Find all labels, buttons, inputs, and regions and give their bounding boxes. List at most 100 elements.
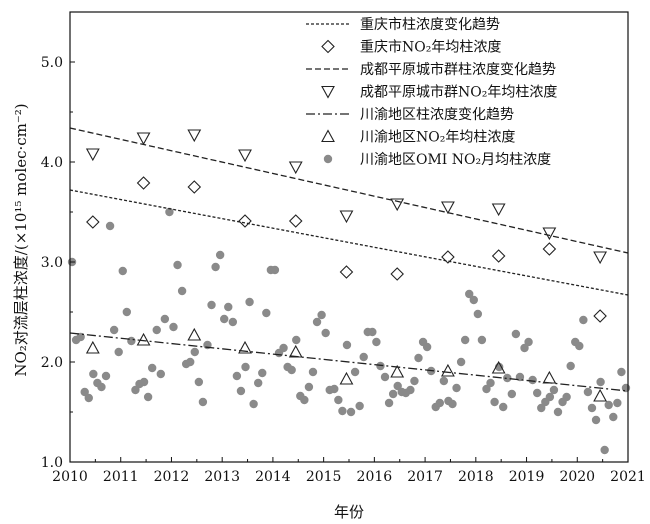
monthly-point	[350, 367, 360, 377]
monthly-point	[317, 310, 326, 320]
monthly-point	[236, 386, 246, 396]
annual-marker-5	[491, 360, 506, 374]
monthly-point	[380, 372, 390, 382]
monthly-point	[321, 328, 330, 338]
monthly-point	[448, 399, 457, 409]
x-tick-label: 2020	[559, 469, 595, 485]
monthly-point	[228, 317, 238, 327]
annual-marker-1	[542, 242, 557, 256]
monthly-point	[456, 357, 466, 367]
monthly-point	[617, 367, 626, 377]
monthly-point	[287, 365, 296, 375]
monthly-point	[435, 398, 445, 408]
monthly-point	[89, 369, 98, 379]
monthly-point	[300, 395, 309, 405]
x-tick-label: 2015	[306, 469, 342, 485]
monthly-point	[355, 401, 364, 411]
monthly-point	[165, 207, 174, 217]
x-tick-label: 2010	[52, 469, 88, 485]
monthly-point	[338, 406, 347, 416]
annual-marker-5	[339, 371, 354, 385]
monthly-point	[600, 445, 609, 455]
annual-marker-5	[85, 340, 100, 354]
monthly-point	[270, 265, 280, 275]
annual-marker-1	[86, 215, 100, 229]
monthly-point	[596, 377, 605, 387]
monthly-point	[388, 389, 398, 399]
monthly-point	[279, 343, 288, 353]
monthly-point	[393, 381, 402, 391]
monthly-point	[486, 378, 495, 388]
y-tick-label: 2.0	[41, 355, 63, 371]
monthly-point	[114, 347, 123, 357]
annual-marker-5	[187, 327, 202, 341]
monthly-point	[198, 397, 208, 407]
monthly-point	[224, 302, 233, 312]
monthly-point	[105, 221, 115, 231]
monthly-point	[499, 402, 508, 412]
monthly-point	[215, 250, 225, 260]
monthly-point	[109, 325, 119, 335]
monthly-point	[591, 415, 601, 425]
monthly-point	[207, 300, 216, 310]
annual-marker-3	[593, 251, 608, 265]
monthly-point	[139, 377, 149, 387]
monthly-point	[604, 400, 613, 410]
annual-marker-3	[136, 132, 151, 146]
monthly-point	[439, 376, 449, 386]
monthly-point	[292, 335, 301, 345]
monthly-point	[473, 309, 483, 319]
monthly-point	[220, 314, 229, 324]
annual-marker-3	[440, 201, 455, 215]
monthly-point	[587, 403, 597, 413]
monthly-point	[583, 387, 593, 397]
x-tick-label: 2017	[407, 469, 443, 485]
monthly-point	[503, 373, 512, 383]
legend-label-4: 川渝地区柱浓度变化趋势	[360, 107, 514, 123]
legend-label-1: 重庆市NO₂年均柱浓度	[360, 39, 501, 56]
monthly-point	[384, 398, 394, 408]
legend-label-0: 重庆市柱浓度变化趋势	[360, 16, 500, 33]
monthly-point	[173, 260, 182, 270]
monthly-point	[528, 375, 537, 385]
monthly-point	[562, 392, 571, 402]
monthly-point	[469, 295, 478, 305]
annual-marker-3	[390, 198, 405, 212]
monthly-point	[190, 347, 199, 357]
monthly-point	[304, 382, 314, 392]
annual-marker-3	[238, 149, 252, 163]
legend-swatch-1	[321, 39, 335, 54]
monthly-point	[160, 314, 170, 324]
monthly-point	[566, 361, 575, 371]
monthly-point	[342, 340, 352, 350]
monthly-point	[249, 399, 258, 409]
x-tick-label: 2013	[204, 469, 240, 485]
plot-frame	[69, 11, 629, 463]
monthly-points-layer	[67, 207, 631, 455]
axes-layer: 2010 2011 2012 2013 2014 2015 2016 2017 2018 2019…	[41, 11, 646, 485]
annual-marker-5	[390, 364, 405, 378]
monthly-point	[537, 403, 546, 413]
legend-label-5: 川渝地区NO₂年均柱浓度	[360, 130, 515, 146]
monthly-point	[118, 266, 127, 276]
annual-marker-5	[593, 388, 608, 402]
monthly-point	[579, 315, 588, 325]
annual-marker-3	[187, 129, 202, 143]
x-axis-title: 年份	[334, 503, 364, 521]
trend-line-2	[69, 127, 629, 254]
monthly-point	[143, 392, 153, 402]
trend-line-0	[69, 189, 629, 296]
annual-marker-1	[593, 309, 607, 323]
monthly-point	[613, 398, 622, 408]
annual-marker-5	[288, 344, 303, 358]
monthly-point	[376, 361, 385, 371]
monthly-point	[101, 371, 111, 381]
legend-swatch-5	[321, 129, 335, 143]
y-tick-label: 5.0	[41, 55, 63, 71]
annual-marker-1	[288, 214, 303, 228]
annual-marker-5	[440, 363, 455, 377]
legend-label-3: 成都平原城市群NO₂年均柱浓度	[360, 84, 557, 101]
monthly-point	[460, 335, 470, 345]
monthly-point	[507, 389, 517, 399]
